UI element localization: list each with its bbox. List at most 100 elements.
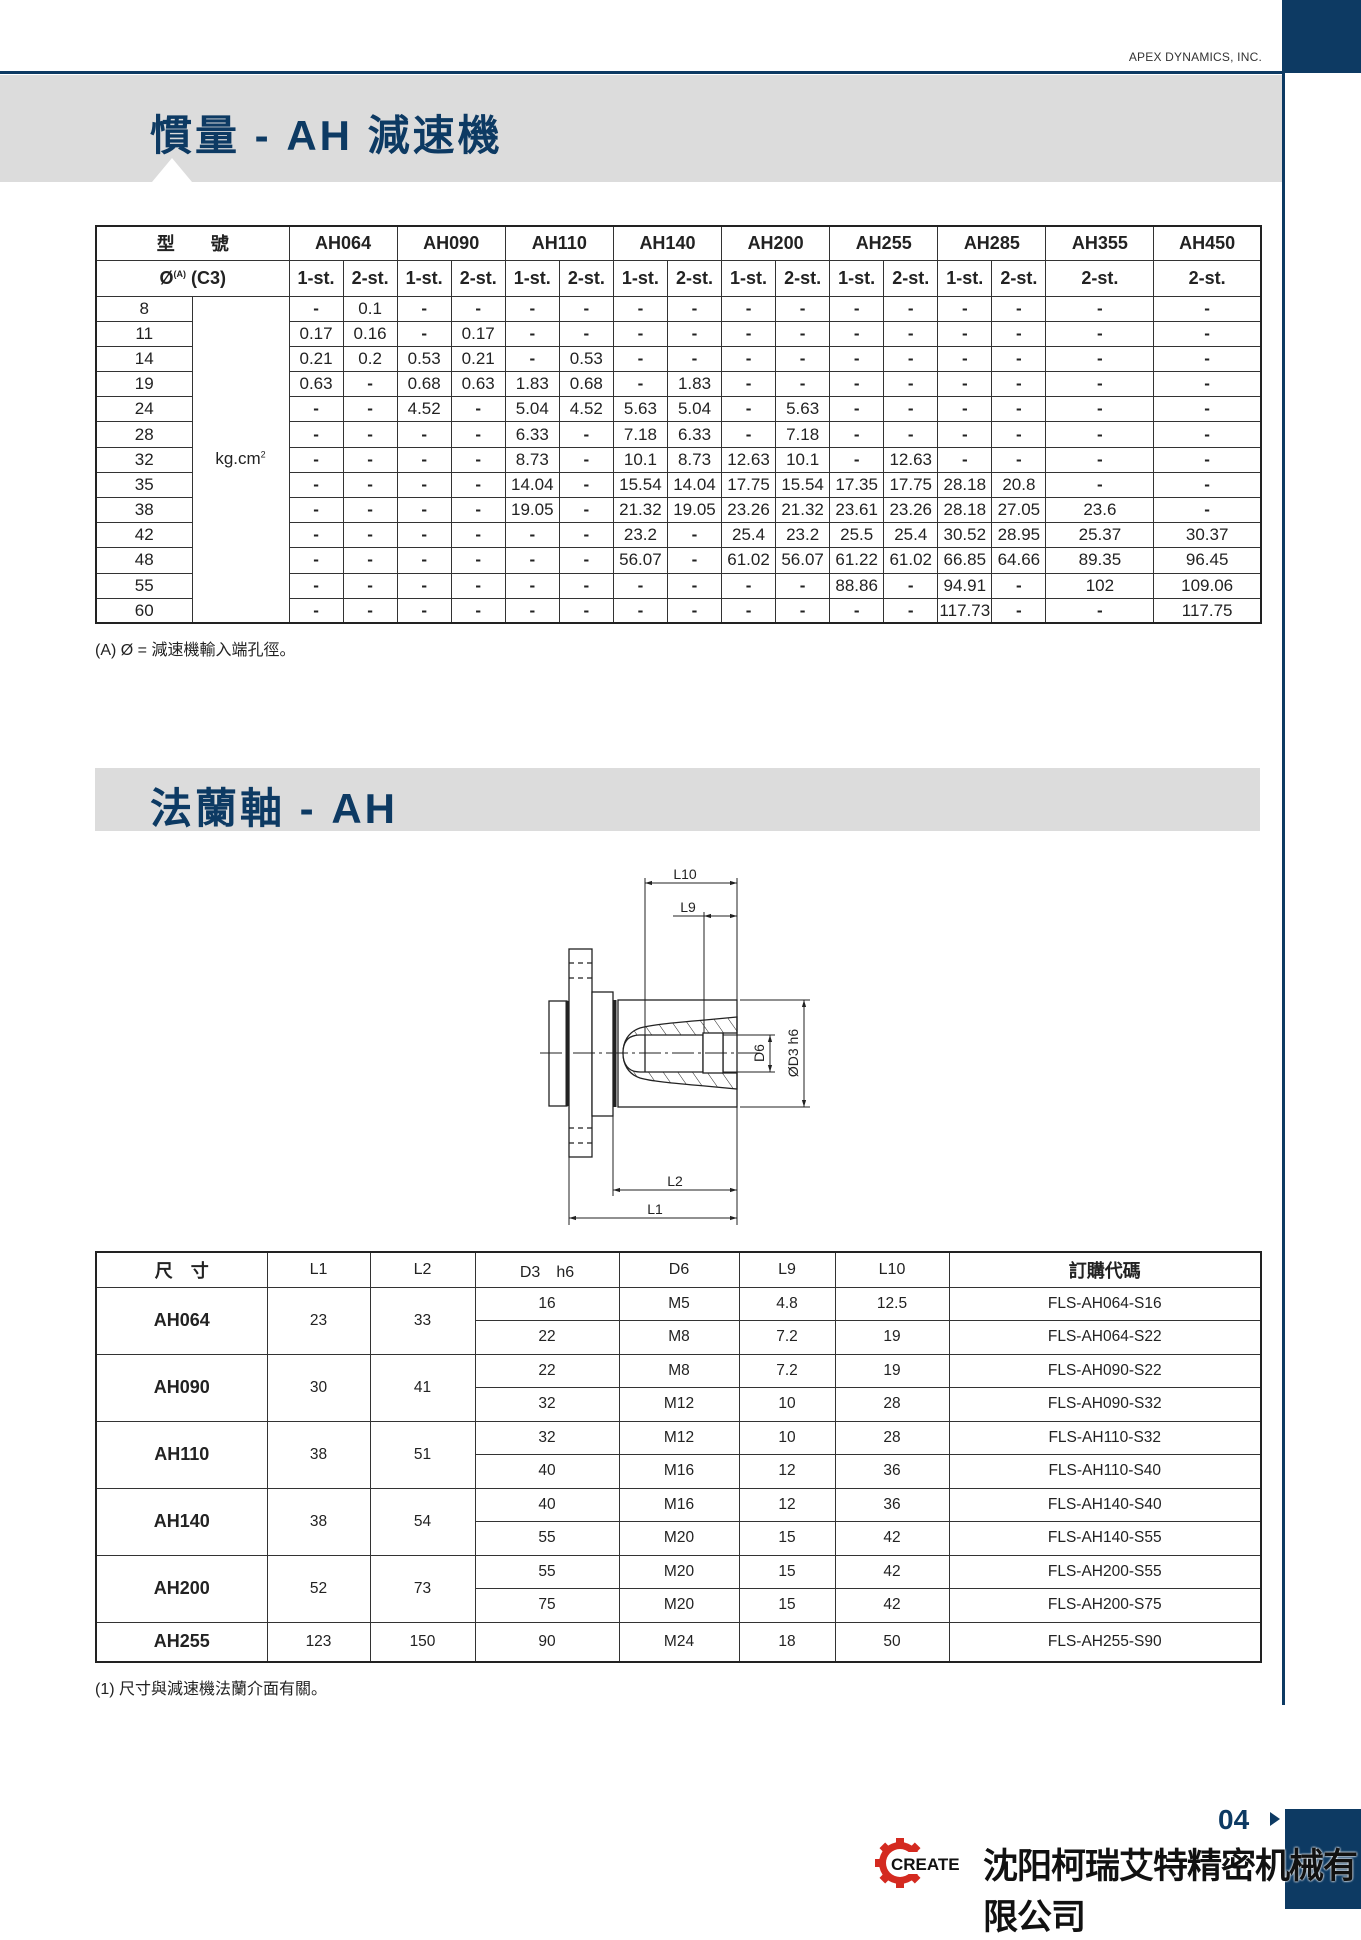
value-cell: -	[1045, 446, 1155, 473]
l10-cell: 28	[834, 1387, 950, 1422]
value-cell: 0.16	[342, 320, 398, 347]
value-cell: 21.32	[775, 496, 831, 524]
logo-text: CREATE	[891, 1855, 960, 1874]
label-d6: D6	[751, 1044, 767, 1062]
value-cell: 0.53	[558, 345, 614, 373]
value-cell: 61.22	[829, 547, 885, 574]
l1-cell: 52	[266, 1554, 371, 1623]
value-cell: 23.2	[775, 522, 831, 549]
model-cell: AH200	[95, 1554, 268, 1623]
l10-cell: 19	[834, 1320, 950, 1355]
bore-symbol: Ø	[159, 267, 174, 288]
value-cell: -	[829, 345, 885, 373]
value-cell: -	[721, 572, 777, 599]
value-cell: -	[396, 496, 452, 524]
value-cell: 4.52	[558, 396, 614, 423]
l9-cell: 15	[738, 1521, 836, 1556]
value-cell: -	[883, 572, 939, 599]
section-title-flange: 法蘭軸 - AH	[150, 785, 398, 832]
value-cell: 0.63	[450, 371, 506, 398]
value-cell: -	[666, 320, 723, 347]
value-cell: -	[721, 396, 777, 423]
l9-cell: 15	[738, 1554, 836, 1589]
bore-cell: 55	[95, 572, 193, 599]
model-label: 型 號	[95, 225, 290, 261]
flange-shaft-drawing: L10 L9 L2 L1 D6 ØD3 h6	[540, 866, 810, 1225]
value-cell: -	[1153, 496, 1262, 524]
value-cell: -	[666, 522, 723, 549]
d3-cell: 75	[474, 1588, 620, 1623]
value-cell: -	[396, 320, 452, 347]
value-cell: 28.95	[991, 522, 1047, 549]
model-header: AH355	[1045, 225, 1155, 261]
value-cell: 25.37	[1045, 522, 1155, 549]
table-row: 60- - - - - - - - - - - -117.73- -117.75	[95, 597, 1262, 624]
table-row: 75 M20 15 42 FLS-AH200-S75	[96, 1588, 1262, 1623]
table-row: 24- -4.52-5.04 4.52 5.63 5.04-5.63- - - - - -	[95, 396, 1262, 423]
value-cell: 61.02	[721, 547, 777, 574]
value-cell: -	[666, 547, 723, 574]
value-cell: 10.1	[775, 446, 831, 473]
value-cell: -	[1045, 295, 1155, 322]
value-cell: -	[937, 320, 993, 347]
order-code-cell: FLS-AH110-S40	[948, 1454, 1262, 1489]
value-cell: 96.45	[1153, 547, 1262, 574]
l9-cell: 10	[738, 1420, 836, 1455]
label-l10: L10	[673, 866, 697, 882]
column-header: L9	[738, 1251, 836, 1288]
bore-cell: 32	[95, 446, 193, 473]
value-cell: -	[991, 320, 1047, 347]
l10-cell: 36	[834, 1454, 950, 1489]
table-row: AH090 30 41 22 M8 7.2 19 FLS-AH090-S22	[95, 1353, 1262, 1422]
value-cell: -	[288, 572, 344, 599]
order-code-cell: FLS-AH090-S32	[948, 1387, 1262, 1422]
d6-cell: M8	[618, 1320, 740, 1355]
value-cell: 21.32	[612, 496, 668, 524]
page-arrow-icon	[1270, 1812, 1280, 1826]
stage-header: 2-st.	[775, 259, 831, 297]
value-cell: -	[937, 446, 993, 473]
table-row: 55- - - - - - - - - -88.86-94.91-102 109.06	[95, 572, 1262, 599]
value-cell: 25.4	[721, 522, 777, 549]
value-cell: 17.75	[721, 471, 777, 499]
value-cell: 94.91	[937, 572, 993, 599]
value-cell: -	[883, 597, 939, 624]
value-cell: -	[396, 446, 452, 473]
value-cell: 27.05	[991, 496, 1047, 524]
value-cell: 64.66	[991, 547, 1047, 574]
model-header: AH285	[937, 225, 1047, 261]
d6-cell: M12	[618, 1420, 740, 1455]
stage-header: 2-st.	[1045, 259, 1155, 297]
bore-footnote-mark: (A)	[173, 268, 187, 279]
value-cell: 89.35	[1045, 547, 1155, 574]
stage-header: 2-st.	[883, 259, 939, 297]
value-cell: 117.75	[1153, 597, 1262, 624]
bore-cell: 42	[95, 522, 193, 549]
section-title-inertia: 慣量 - AH 減速機	[150, 112, 503, 159]
l2-cell: 41	[369, 1353, 476, 1422]
value-cell: -	[558, 295, 614, 322]
value-cell: -	[666, 345, 723, 373]
column-header: D6	[618, 1251, 740, 1288]
value-cell: 6.33	[666, 421, 723, 448]
value-cell: -	[342, 572, 398, 599]
value-cell: 23.6	[1045, 496, 1155, 524]
value-cell: 1.83	[504, 371, 560, 398]
value-cell: -	[504, 522, 560, 549]
value-cell: 19.05	[666, 496, 723, 524]
bore-cell: 38	[95, 496, 193, 524]
order-code-cell: FLS-AH140-S55	[948, 1521, 1262, 1556]
stage-header: 1-st.	[396, 259, 452, 297]
value-cell: -	[829, 396, 885, 423]
value-cell: -	[450, 597, 506, 624]
company-name-header: APEX DYNAMICS, INC.	[1128, 50, 1262, 64]
value-cell: -	[1045, 471, 1155, 499]
value-cell: -	[342, 471, 398, 499]
value-cell: -	[342, 396, 398, 423]
value-cell: -	[450, 572, 506, 599]
value-cell: -	[558, 471, 614, 499]
value-cell: 56.07	[775, 547, 831, 574]
corner-accent-block	[1282, 0, 1361, 73]
value-cell: -	[775, 345, 831, 373]
value-cell: -	[396, 421, 452, 448]
